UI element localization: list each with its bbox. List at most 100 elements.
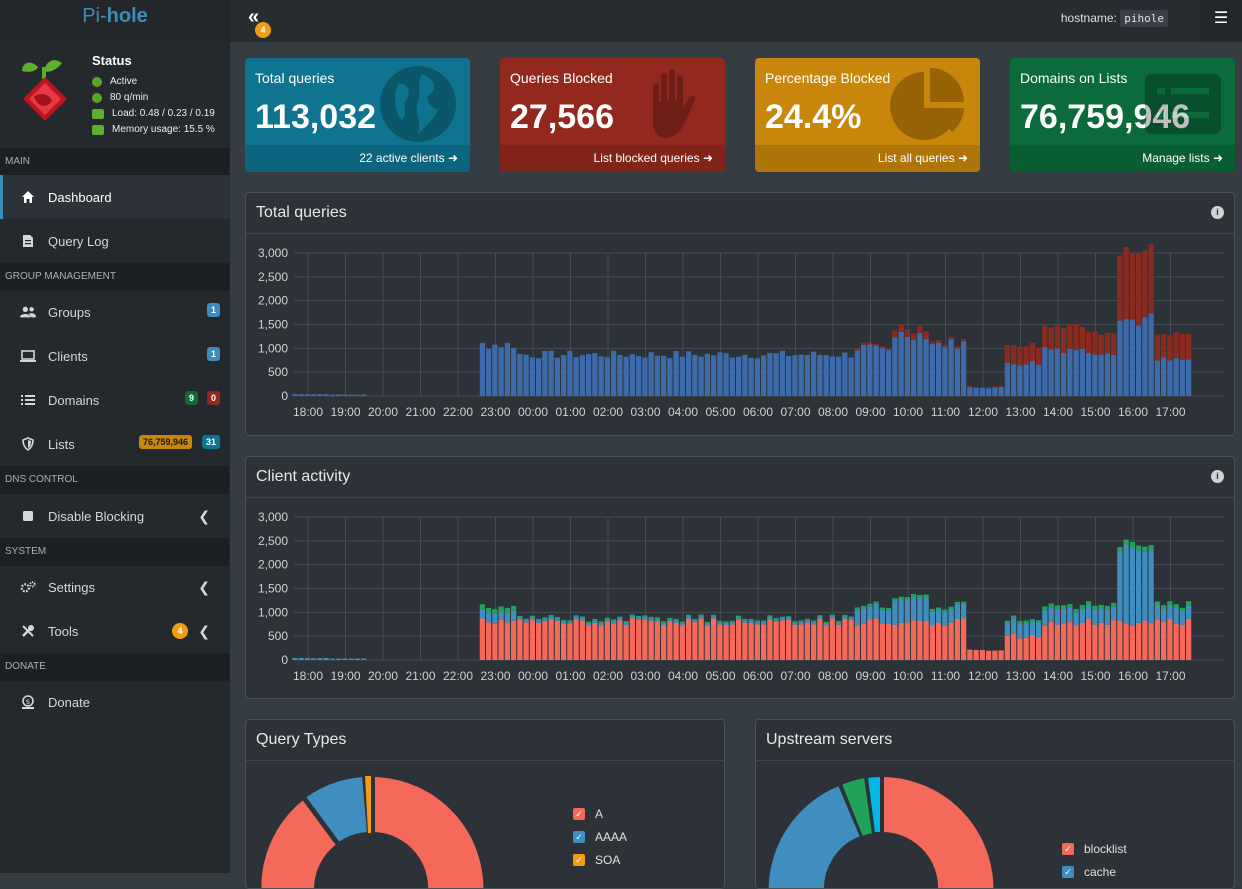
bar-permitted <box>686 351 692 396</box>
bar-client-2 <box>1098 608 1104 623</box>
bar-blocked <box>1129 253 1135 320</box>
bar-client-3 <box>848 616 854 618</box>
bar-client-1 <box>861 623 867 660</box>
legend-item[interactable]: ✓ A <box>573 802 627 825</box>
bar-blocked <box>898 324 904 332</box>
bar-client-2 <box>642 616 648 620</box>
bar-blocked <box>1004 345 1010 363</box>
y-tick-label: 3,000 <box>258 510 288 524</box>
bar-client-3 <box>611 619 617 621</box>
x-tick-label: 21:00 <box>405 669 435 683</box>
bar-client-1 <box>761 624 767 660</box>
donut-slice-blocklist <box>882 774 996 888</box>
bar-client-3 <box>498 606 504 612</box>
bar-client-1 <box>548 618 554 660</box>
legend-item[interactable]: ✓ blocklist <box>1062 837 1127 860</box>
bar-client-2 <box>754 621 760 625</box>
bar-client-1 <box>517 619 523 660</box>
client-activity-chart: 3,000 2,500 2,000 1,500 1,000 500 0 18:00 19:00 2… <box>258 510 1224 683</box>
bar-client-1 <box>623 624 629 660</box>
status-title: Status <box>92 53 132 68</box>
nav-disable-blocking[interactable]: Disable Blocking ❮ <box>0 494 230 538</box>
x-tick-label: 10:00 <box>893 669 923 683</box>
bar-client-2 <box>1129 547 1135 626</box>
manage-lists-link[interactable]: Manage lists ➜ <box>1010 145 1235 172</box>
bar-client-2 <box>498 611 504 620</box>
nav-lists[interactable]: Lists 76,759,946 31 <box>0 422 230 466</box>
bar-client-2 <box>936 609 942 623</box>
bar-permitted <box>936 342 942 396</box>
legend-item[interactable]: ✓ AAAA <box>573 825 627 848</box>
nav-settings[interactable]: Settings ❮ <box>0 565 230 609</box>
info-icon[interactable]: i <box>1211 206 1224 219</box>
bar-client-2 <box>1186 605 1192 619</box>
bar-client-1 <box>692 622 698 660</box>
bar-permitted <box>561 354 567 396</box>
nav-donate[interactable]: $ Donate <box>0 680 230 724</box>
nav-groups[interactable]: Groups 1 <box>0 290 230 334</box>
y-tick-label: 2,000 <box>258 558 288 572</box>
bar-client-2 <box>917 597 923 621</box>
nav-domains[interactable]: Domains 9 0 <box>0 378 230 422</box>
bar-client-2 <box>1004 622 1010 636</box>
bar-permitted <box>1167 360 1173 396</box>
nav-tools[interactable]: Tools 4 ❮ <box>0 609 230 653</box>
nav-dashboard[interactable]: Dashboard <box>0 175 230 219</box>
bar-permitted <box>542 350 548 396</box>
x-tick-label: 03:00 <box>630 405 660 419</box>
bar-client-2 <box>542 618 548 622</box>
pie-chart-icon <box>890 68 964 140</box>
bar-client-1 <box>536 622 542 660</box>
list-all-queries-link[interactable]: List all queries ➜ <box>755 145 980 172</box>
upstream-servers-panel: Upstream servers ✓ blocklist ✓ cache <box>755 719 1235 889</box>
legend-item[interactable]: ✓ SOA <box>573 848 627 871</box>
y-tick-label: 2,500 <box>258 534 288 548</box>
x-tick-label: 12:00 <box>968 669 998 683</box>
bar-permitted <box>311 394 317 396</box>
bar-client-2 <box>598 622 604 626</box>
donut-slice-a <box>373 774 486 888</box>
bar-client-2 <box>954 604 960 619</box>
bar-permitted <box>492 344 498 396</box>
menu-toggle-icon[interactable]: ☰ <box>1200 0 1242 42</box>
bar-client-3 <box>679 621 685 624</box>
bar-permitted <box>817 354 823 396</box>
bar-client-1 <box>729 624 735 660</box>
nav-clients[interactable]: Clients 1 <box>0 334 230 378</box>
bar-permitted <box>861 344 867 396</box>
bar-permitted <box>1048 349 1054 396</box>
bar-client-1 <box>1054 624 1060 660</box>
bar-client-3 <box>1154 601 1160 606</box>
bar-client-1 <box>779 620 785 660</box>
bar-permitted <box>986 388 992 396</box>
bar-client-3 <box>1004 620 1010 623</box>
bar-permitted <box>667 358 673 396</box>
bar-client-1 <box>592 622 598 660</box>
x-tick-label: 01:00 <box>555 669 585 683</box>
chevron-left-icon: ❮ <box>198 507 210 524</box>
bar-permitted <box>317 394 323 396</box>
bar-permitted <box>1154 360 1160 396</box>
legend-item[interactable]: ✓ cache <box>1062 860 1127 883</box>
bar-client-2 <box>1042 610 1048 626</box>
stat-total-queries: Total queries 113,032 22 active clients … <box>245 58 470 172</box>
bar-client-1 <box>573 618 579 660</box>
brand-logo[interactable]: Pi-hole <box>0 0 230 42</box>
nav-query-log[interactable]: Query Log <box>0 219 230 263</box>
bar-permitted <box>761 355 767 396</box>
bar-client-1 <box>586 625 592 660</box>
collapse-sidebar-icon[interactable]: « <box>248 6 260 28</box>
bar-client-2 <box>929 611 935 626</box>
bar-blocked <box>1048 327 1054 350</box>
gears-icon <box>20 579 36 595</box>
x-tick-label: 15:00 <box>1080 669 1110 683</box>
bar-client-1 <box>698 618 704 660</box>
bar-client-1 <box>673 622 679 660</box>
y-tick-label: 2,500 <box>258 270 288 284</box>
bar-blocked <box>1179 333 1185 360</box>
list-blocked-queries-link[interactable]: List blocked queries ➜ <box>500 145 725 172</box>
info-icon[interactable]: i <box>1211 470 1224 483</box>
y-tick-label: 500 <box>268 365 288 379</box>
x-tick-label: 20:00 <box>368 405 398 419</box>
active-clients-link[interactable]: 22 active clients ➜ <box>245 145 470 172</box>
